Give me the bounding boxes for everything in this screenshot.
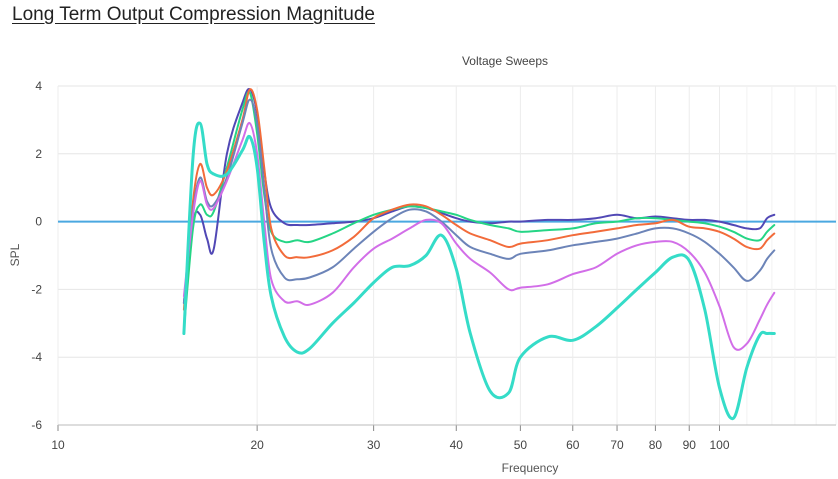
- series-line-6: [182, 121, 776, 421]
- x-tick-label: 70: [610, 438, 624, 452]
- y-tick-label: -2: [31, 282, 42, 296]
- page-heading: Long Term Output Compression Magnitude: [12, 4, 375, 25]
- chart-title: Voltage Sweeps: [462, 54, 548, 68]
- x-tick-label: 20: [250, 438, 264, 452]
- y-tick-label: 0: [35, 215, 42, 229]
- x-tick-label: 90: [683, 438, 697, 452]
- x-tick-label: 40: [450, 438, 464, 452]
- x-tick-label: 50: [514, 438, 528, 452]
- gridlines: [57, 85, 837, 426]
- x-tick-label: 60: [566, 438, 580, 452]
- x-tick-label: 30: [367, 438, 381, 452]
- axes: 420-2-4-610 20 30 40 50 60 70 80 90 100: [31, 79, 836, 452]
- x-tick-label: 100: [709, 438, 729, 452]
- series-line-4: [182, 98, 776, 304]
- y-tick-label: -4: [31, 350, 42, 364]
- series-line-3: [182, 88, 776, 311]
- series-line-5: [182, 121, 776, 351]
- y-tick-label: 2: [35, 147, 42, 161]
- series-line-2: [182, 90, 776, 332]
- series-line-1: [182, 88, 776, 304]
- y-tick-label: 4: [35, 79, 42, 93]
- x-axis-label: Frequency: [502, 461, 559, 475]
- series-group: [58, 88, 836, 421]
- y-tick-label: -6: [31, 418, 42, 432]
- y-axis-label: SPL: [8, 243, 22, 266]
- x-tick-label: 80: [649, 438, 663, 452]
- x-tick-label: 10: [51, 438, 65, 452]
